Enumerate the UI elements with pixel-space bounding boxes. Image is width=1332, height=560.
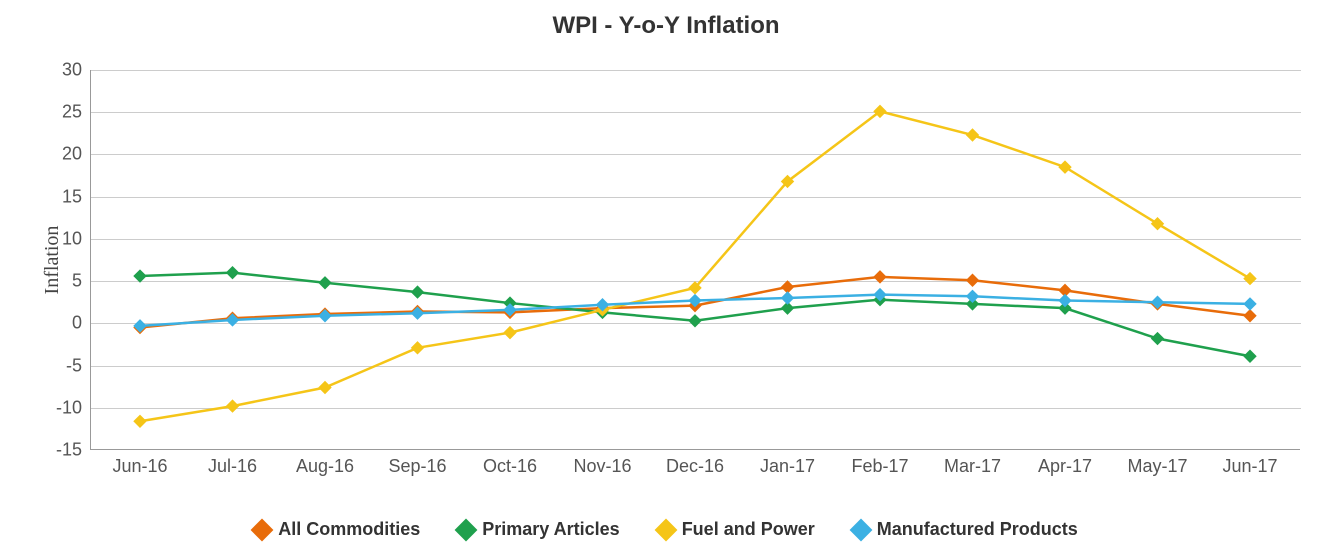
- legend-label: Fuel and Power: [682, 519, 815, 540]
- y-tick-label: 20: [32, 144, 82, 165]
- legend-label: Manufactured Products: [877, 519, 1078, 540]
- legend-item: Primary Articles: [458, 519, 619, 540]
- x-tick-label: Sep-16: [388, 456, 446, 477]
- x-tick-label: Nov-16: [573, 456, 631, 477]
- legend-marker-icon: [251, 518, 274, 541]
- data-marker: [1152, 333, 1163, 344]
- x-tick-label: Jul-16: [208, 456, 257, 477]
- legend-marker-icon: [849, 518, 872, 541]
- x-tick-label: Mar-17: [944, 456, 1001, 477]
- data-marker: [967, 129, 978, 140]
- x-tick-label: Jun-17: [1222, 456, 1277, 477]
- data-marker: [504, 327, 515, 338]
- data-marker: [412, 342, 423, 353]
- series-line: [140, 111, 1250, 421]
- data-marker: [134, 270, 145, 281]
- y-tick-label: 30: [32, 60, 82, 81]
- data-marker: [319, 382, 330, 393]
- y-tick-label: -10: [32, 397, 82, 418]
- data-marker: [1152, 218, 1163, 229]
- y-tick-label: 10: [32, 228, 82, 249]
- data-marker: [967, 291, 978, 302]
- legend-label: All Commodities: [278, 519, 420, 540]
- data-marker: [412, 286, 423, 297]
- data-marker: [967, 275, 978, 286]
- plot-area: Inflation -15-10-5051015202530Jun-16Jul-…: [90, 70, 1300, 450]
- data-marker: [689, 315, 700, 326]
- x-tick-label: Jun-16: [112, 456, 167, 477]
- y-tick-label: 15: [32, 186, 82, 207]
- data-marker: [227, 267, 238, 278]
- x-tick-label: Feb-17: [851, 456, 908, 477]
- data-marker: [1244, 273, 1255, 284]
- data-marker: [874, 271, 885, 282]
- data-marker: [227, 400, 238, 411]
- y-tick-label: -15: [32, 440, 82, 461]
- x-tick-label: Aug-16: [296, 456, 354, 477]
- x-tick-label: Jan-17: [760, 456, 815, 477]
- legend-marker-icon: [455, 518, 478, 541]
- legend-item: Manufactured Products: [853, 519, 1078, 540]
- data-marker: [319, 277, 330, 288]
- y-tick-label: 5: [32, 271, 82, 292]
- data-marker: [1244, 298, 1255, 309]
- y-tick-label: 25: [32, 102, 82, 123]
- data-marker: [1059, 161, 1070, 172]
- data-marker: [1244, 310, 1255, 321]
- data-marker: [782, 281, 793, 292]
- data-marker: [1244, 351, 1255, 362]
- chart-lines-svg: [90, 70, 1300, 450]
- x-tick-label: Dec-16: [666, 456, 724, 477]
- chart-container: WPI - Y-o-Y Inflation Inflation -15-10-5…: [0, 0, 1332, 560]
- legend: All Commodities Primary Articles Fuel and …: [0, 519, 1332, 540]
- data-marker: [782, 292, 793, 303]
- data-marker: [1059, 295, 1070, 306]
- data-marker: [134, 416, 145, 427]
- chart-title: WPI - Y-o-Y Inflation: [0, 0, 1332, 40]
- x-tick-label: Oct-16: [483, 456, 537, 477]
- legend-item: All Commodities: [254, 519, 420, 540]
- x-tick-label: Apr-17: [1038, 456, 1092, 477]
- y-tick-label: -5: [32, 355, 82, 376]
- legend-marker-icon: [654, 518, 677, 541]
- x-tick-label: May-17: [1127, 456, 1187, 477]
- legend-item: Fuel and Power: [658, 519, 815, 540]
- legend-label: Primary Articles: [482, 519, 619, 540]
- y-tick-label: 0: [32, 313, 82, 334]
